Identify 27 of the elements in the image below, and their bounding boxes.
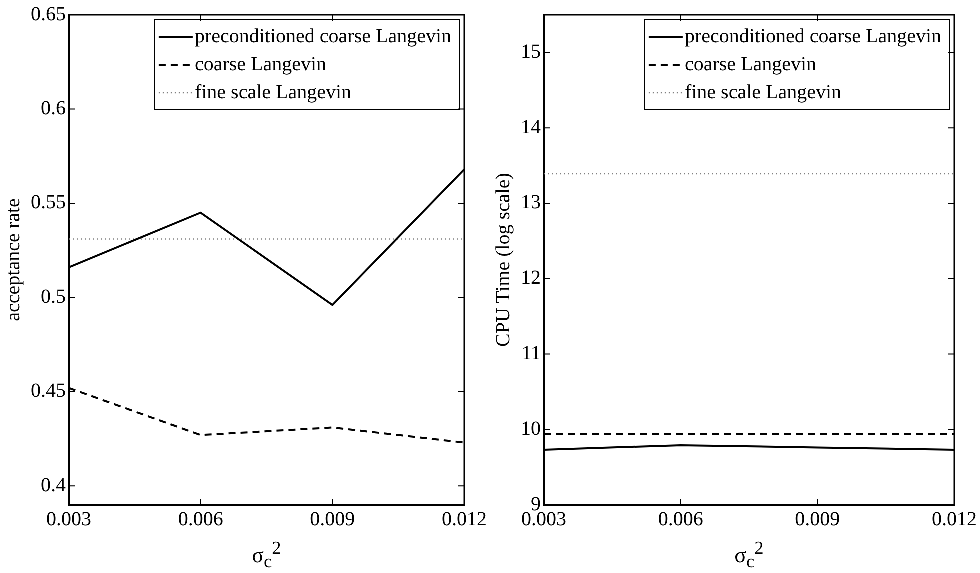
y-tick-label: 0.55 bbox=[31, 192, 66, 214]
x-tick-label: 0.009 bbox=[795, 508, 840, 530]
legend-label: coarse Langevin bbox=[194, 53, 327, 76]
y-tick-label: 12 bbox=[521, 267, 541, 290]
legend-label: fine scale Langevin bbox=[194, 81, 352, 104]
x-tick-label: 0.012 bbox=[932, 508, 977, 530]
y-tick-label: 0.5 bbox=[41, 286, 66, 308]
x-tick-label: 0.006 bbox=[658, 508, 704, 530]
y-tick-label: 10 bbox=[521, 418, 541, 440]
legend-label: fine scale Langevin bbox=[684, 81, 842, 104]
legend-label: coarse Langevin bbox=[684, 53, 817, 76]
legend-label: preconditioned coarse Langevin bbox=[684, 25, 942, 48]
y-tick-label: 15 bbox=[521, 40, 541, 63]
y-axis-title: acceptance rate bbox=[2, 198, 24, 322]
x-tick-label: 0.006 bbox=[178, 508, 224, 530]
x-tick-label: 0.003 bbox=[46, 508, 92, 530]
y-tick-label: 0.45 bbox=[31, 380, 66, 402]
x-tick-label: 0.012 bbox=[442, 508, 487, 530]
y-axis-title: CPU Time (log scale) bbox=[492, 173, 514, 347]
legend-label: preconditioned coarse Langevin bbox=[194, 25, 452, 48]
y-tick-label: 11 bbox=[522, 342, 541, 364]
y-tick-label: 14 bbox=[521, 116, 541, 138]
y-tick-label: 13 bbox=[521, 192, 541, 214]
y-tick-label: 0.6 bbox=[41, 97, 66, 120]
x-tick-label: 0.009 bbox=[310, 508, 356, 530]
y-tick-label: 0.4 bbox=[41, 474, 66, 496]
y-tick-label: 0.65 bbox=[31, 3, 66, 26]
